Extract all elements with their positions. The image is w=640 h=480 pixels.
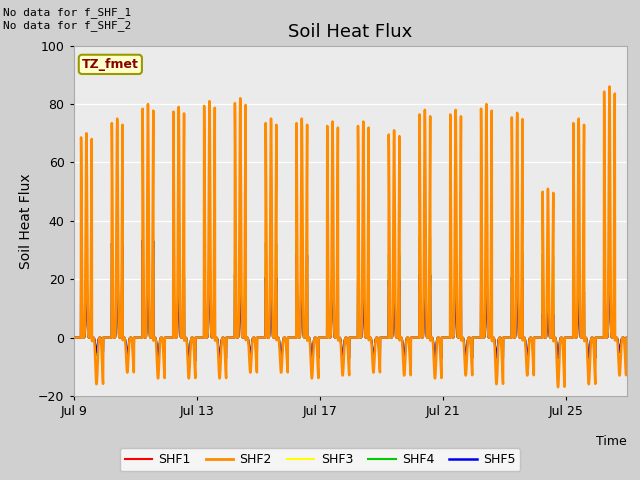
- SHF2: [552, 336, 559, 342]
- SHF1: [124, 352, 131, 358]
- SHF5: [193, 335, 200, 340]
- SHF1: [552, 337, 560, 343]
- SHF3: [157, 335, 164, 341]
- SHF1: [368, 342, 376, 348]
- SHF4: [271, 334, 278, 339]
- SHF2: [271, 334, 278, 340]
- SHF5: [124, 352, 131, 358]
- SHF3: [124, 358, 131, 364]
- SHF2: [124, 370, 131, 375]
- Title: Soil Heat Flux: Soil Heat Flux: [288, 23, 413, 41]
- SHF1: [193, 335, 200, 340]
- SHF5: [144, 236, 152, 241]
- SHF3: [154, 361, 162, 367]
- Text: No data for f_SHF_1
No data for f_SHF_2: No data for f_SHF_1 No data for f_SHF_2: [3, 7, 131, 31]
- SHF2: [554, 384, 562, 390]
- SHF1: [124, 352, 131, 358]
- Text: Time: Time: [596, 434, 627, 447]
- SHF4: [421, 232, 429, 238]
- Line: SHF1: SHF1: [74, 247, 627, 355]
- SHF2: [70, 335, 77, 340]
- SHF2: [623, 335, 631, 340]
- Line: SHF5: SHF5: [74, 239, 627, 361]
- SHF3: [70, 335, 77, 340]
- SHF4: [157, 335, 164, 341]
- SHF4: [368, 344, 376, 349]
- Legend: SHF1, SHF2, SHF3, SHF4, SHF5: SHF1, SHF2, SHF3, SHF4, SHF5: [120, 448, 520, 471]
- SHF2: [157, 336, 164, 341]
- SHF1: [70, 335, 77, 340]
- Text: TZ_fmet: TZ_fmet: [82, 58, 139, 71]
- SHF4: [124, 355, 131, 361]
- SHF5: [185, 358, 193, 364]
- SHF1: [271, 334, 278, 339]
- SHF3: [271, 332, 278, 337]
- SHF1: [157, 335, 164, 341]
- Line: SHF2: SHF2: [74, 86, 627, 387]
- SHF4: [623, 335, 631, 340]
- Line: SHF3: SHF3: [74, 209, 627, 364]
- Y-axis label: Soil Heat Flux: Soil Heat Flux: [19, 173, 33, 269]
- SHF1: [421, 244, 429, 250]
- SHF4: [124, 355, 131, 360]
- SHF2: [605, 84, 613, 89]
- Line: SHF4: SHF4: [74, 235, 627, 358]
- SHF5: [70, 335, 77, 340]
- SHF5: [552, 337, 560, 343]
- SHF3: [623, 335, 631, 340]
- SHF2: [368, 346, 376, 351]
- SHF2: [193, 335, 200, 340]
- SHF3: [193, 335, 200, 340]
- SHF3: [369, 348, 376, 354]
- SHF5: [157, 335, 164, 341]
- SHF4: [70, 335, 77, 340]
- SHF5: [623, 335, 631, 340]
- SHF3: [552, 338, 560, 344]
- SHF5: [271, 332, 278, 338]
- SHF4: [193, 335, 200, 340]
- SHF1: [623, 335, 631, 340]
- SHF5: [369, 346, 376, 352]
- SHF3: [236, 206, 244, 212]
- SHF4: [552, 337, 560, 343]
